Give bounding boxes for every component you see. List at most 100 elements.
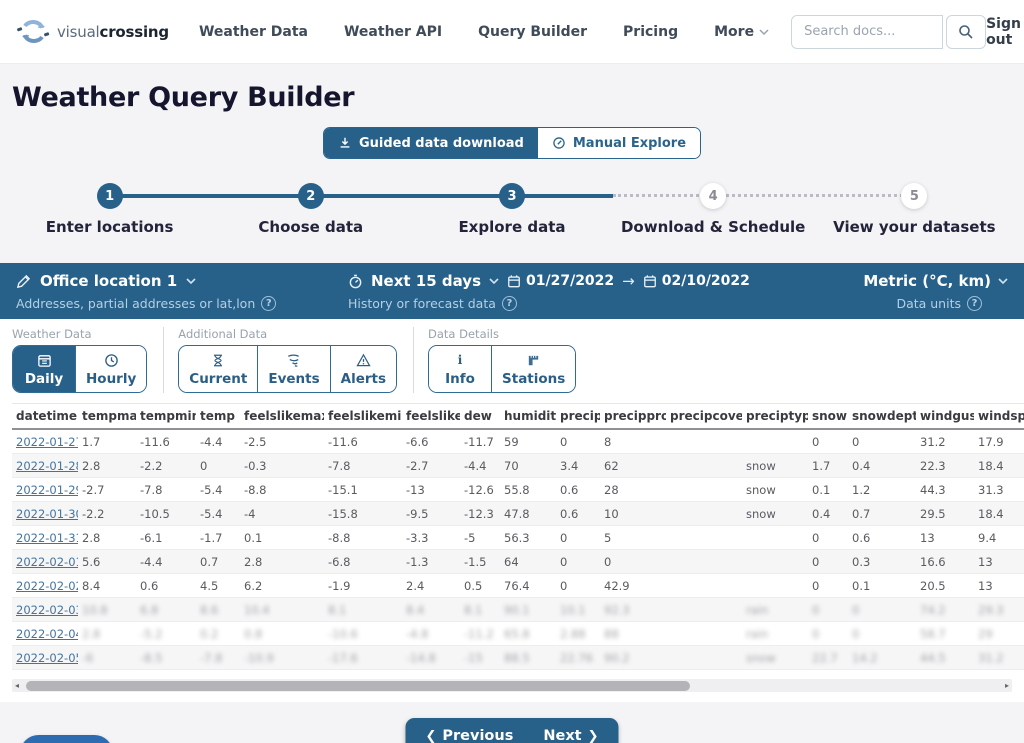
table-cell: 2.8 bbox=[78, 621, 136, 646]
nav-link-weather-api[interactable]: Weather API bbox=[343, 23, 443, 40]
table-cell: -6.1 bbox=[136, 525, 196, 550]
period-selector[interactable]: Next 15 days bbox=[371, 272, 481, 290]
table-cell: -10.5 bbox=[136, 501, 196, 526]
table-date-link[interactable]: 2022-02-04 bbox=[16, 626, 78, 641]
tab-events[interactable]: Events bbox=[257, 346, 330, 392]
stepper-step-choose-data[interactable]: 2 Choose data bbox=[210, 183, 411, 236]
location-selector[interactable]: Office location 1 bbox=[16, 272, 348, 290]
table-cell: -4.4 bbox=[196, 429, 240, 454]
table-date-link[interactable]: 2022-01-29 bbox=[16, 482, 78, 497]
table-cell: 29.3 bbox=[974, 597, 1024, 622]
query-settings-bar: Office location 1 Next 15 days 01/27/202… bbox=[0, 263, 1024, 319]
table-cell: -10.6 bbox=[324, 621, 402, 646]
step-label: Explore data bbox=[458, 218, 566, 236]
help-circle-icon[interactable]: ? bbox=[501, 296, 517, 311]
nav-more-dropdown[interactable]: More bbox=[714, 24, 769, 40]
brand-logo[interactable]: visualcrossing bbox=[16, 18, 169, 46]
stepper-step-download-schedule[interactable]: 4 Download & Schedule bbox=[613, 183, 814, 236]
stepper-connectors bbox=[9, 194, 1015, 198]
units-label: Metric (°C, km) bbox=[863, 272, 991, 290]
manual-explore-button[interactable]: Manual Explore bbox=[537, 128, 701, 158]
weather-data-table: datetimetempmaxtempmintempfeelslikemaxfe… bbox=[12, 403, 1024, 670]
table-cell: 0.8 bbox=[240, 621, 324, 646]
table-cell: -4 bbox=[240, 501, 324, 526]
stepper-step-explore-data[interactable]: 3 Explore data bbox=[411, 183, 612, 236]
table-cell: 0.4 bbox=[808, 501, 848, 526]
search-input[interactable] bbox=[791, 14, 944, 49]
nav-link-weather-data[interactable]: Weather Data bbox=[198, 23, 308, 40]
table-cell: -12.3 bbox=[460, 501, 500, 526]
table-cell: 0 bbox=[808, 549, 848, 574]
table-cell: -5 bbox=[460, 525, 500, 550]
scroll-right-arrow[interactable]: ▸ bbox=[1004, 681, 1009, 690]
table-cell: -1.3 bbox=[402, 549, 460, 574]
table-cell: 0.1 bbox=[848, 573, 916, 598]
table-cell: 10.8 bbox=[78, 597, 136, 622]
location-hint: Addresses, partial addresses or lat,lon … bbox=[16, 296, 348, 311]
stepper-step-view-datasets[interactable]: 5 View your datasets bbox=[814, 183, 1015, 236]
table-cell: 88 bbox=[600, 621, 666, 646]
table-date-link[interactable]: 2022-02-05 bbox=[16, 650, 78, 665]
next-button[interactable]: Next ❯ bbox=[543, 728, 599, 743]
nav-link-query-builder[interactable]: Query Builder bbox=[478, 23, 588, 40]
stepper-line-dotted bbox=[612, 194, 915, 197]
end-date-picker[interactable]: 02/10/2022 bbox=[643, 273, 750, 289]
stepper-step-enter-locations[interactable]: 1 Enter locations bbox=[9, 183, 210, 236]
help-circle-icon[interactable]: ? bbox=[967, 296, 982, 311]
compass-icon bbox=[553, 137, 565, 149]
table-cell bbox=[666, 477, 742, 502]
table-date-link[interactable]: 2022-02-03 bbox=[16, 602, 78, 617]
table-cell: -2.5 bbox=[240, 429, 324, 454]
table-cell: -7.8 bbox=[136, 477, 196, 502]
table-cell: -8.8 bbox=[324, 525, 402, 550]
sign-out-link[interactable]: Sign out bbox=[986, 15, 1021, 48]
info-icon: i bbox=[457, 353, 463, 367]
table-cell: -11.6 bbox=[324, 429, 402, 454]
scroll-left-arrow[interactable]: ◂ bbox=[14, 681, 19, 690]
column-header-temp: temp bbox=[196, 403, 240, 430]
start-date-picker[interactable]: 01/27/2022 bbox=[507, 273, 614, 289]
stations-ruler-icon bbox=[526, 352, 541, 368]
footer: ❮ Previous Next ❯ ? Help bbox=[0, 702, 1024, 743]
table-date-link[interactable]: 2022-01-30 bbox=[16, 506, 78, 521]
help-button[interactable]: ? Help bbox=[20, 735, 114, 743]
table-date-link[interactable]: 2022-01-28 bbox=[16, 458, 78, 473]
calendar-grid-icon bbox=[37, 352, 52, 368]
tab-daily[interactable]: Daily bbox=[13, 346, 75, 392]
column-header-precipcover: precipcover bbox=[666, 403, 742, 430]
tab-hourly[interactable]: Hourly bbox=[75, 346, 147, 392]
table-cell: 88.5 bbox=[500, 645, 556, 670]
horizontal-scrollbar[interactable]: ◂ ▸ bbox=[12, 679, 1012, 692]
table-row: 2022-01-30 -2.2 -10.5 -5.4 -4 -15.8 -9.5 -12.3 4… bbox=[12, 501, 1024, 526]
help-circle-icon[interactable]: ? bbox=[261, 296, 277, 311]
scrollbar-thumb[interactable] bbox=[26, 680, 690, 691]
table-cell: -4.4 bbox=[460, 453, 500, 478]
table-cell: 2.8 bbox=[78, 453, 136, 478]
table-cell: 6.2 bbox=[240, 573, 324, 598]
previous-button[interactable]: ❮ Previous bbox=[425, 728, 514, 743]
nav-link-pricing[interactable]: Pricing bbox=[623, 23, 679, 40]
table-cell: -12.6 bbox=[460, 477, 500, 502]
table-cell: 0.5 bbox=[460, 573, 500, 598]
chevron-down-icon bbox=[759, 28, 769, 35]
tab-stations[interactable]: Stations bbox=[491, 346, 576, 392]
table-cell: -8.8 bbox=[240, 477, 324, 502]
search-button[interactable] bbox=[946, 14, 987, 49]
table-date-link[interactable]: 2022-01-31 bbox=[16, 530, 78, 545]
pencil-icon bbox=[16, 274, 31, 288]
tab-alerts[interactable]: Alerts bbox=[329, 346, 397, 392]
table-cell: 31.2 bbox=[974, 645, 1024, 670]
table-cell: 92.3 bbox=[600, 597, 666, 622]
table-cell: -6 bbox=[78, 645, 136, 670]
table-date-link[interactable]: 2022-02-01 bbox=[16, 554, 78, 569]
tab-info[interactable]: i Info bbox=[429, 346, 492, 392]
tab-current[interactable]: Current bbox=[179, 346, 258, 392]
table-cell: snow bbox=[742, 501, 808, 526]
table-date-link[interactable]: 2022-01-27 bbox=[16, 434, 78, 449]
visualcrossing-logo-icon bbox=[16, 18, 50, 46]
table-date-link[interactable]: 2022-02-02 bbox=[16, 578, 78, 593]
date-period-controls: Next 15 days 01/27/2022 → 02/10/2022 bbox=[348, 272, 863, 290]
table-cell: -10.9 bbox=[240, 645, 324, 670]
units-selector[interactable]: Metric (°C, km) bbox=[863, 272, 1008, 290]
guided-data-download-button[interactable]: Guided data download bbox=[323, 128, 538, 158]
